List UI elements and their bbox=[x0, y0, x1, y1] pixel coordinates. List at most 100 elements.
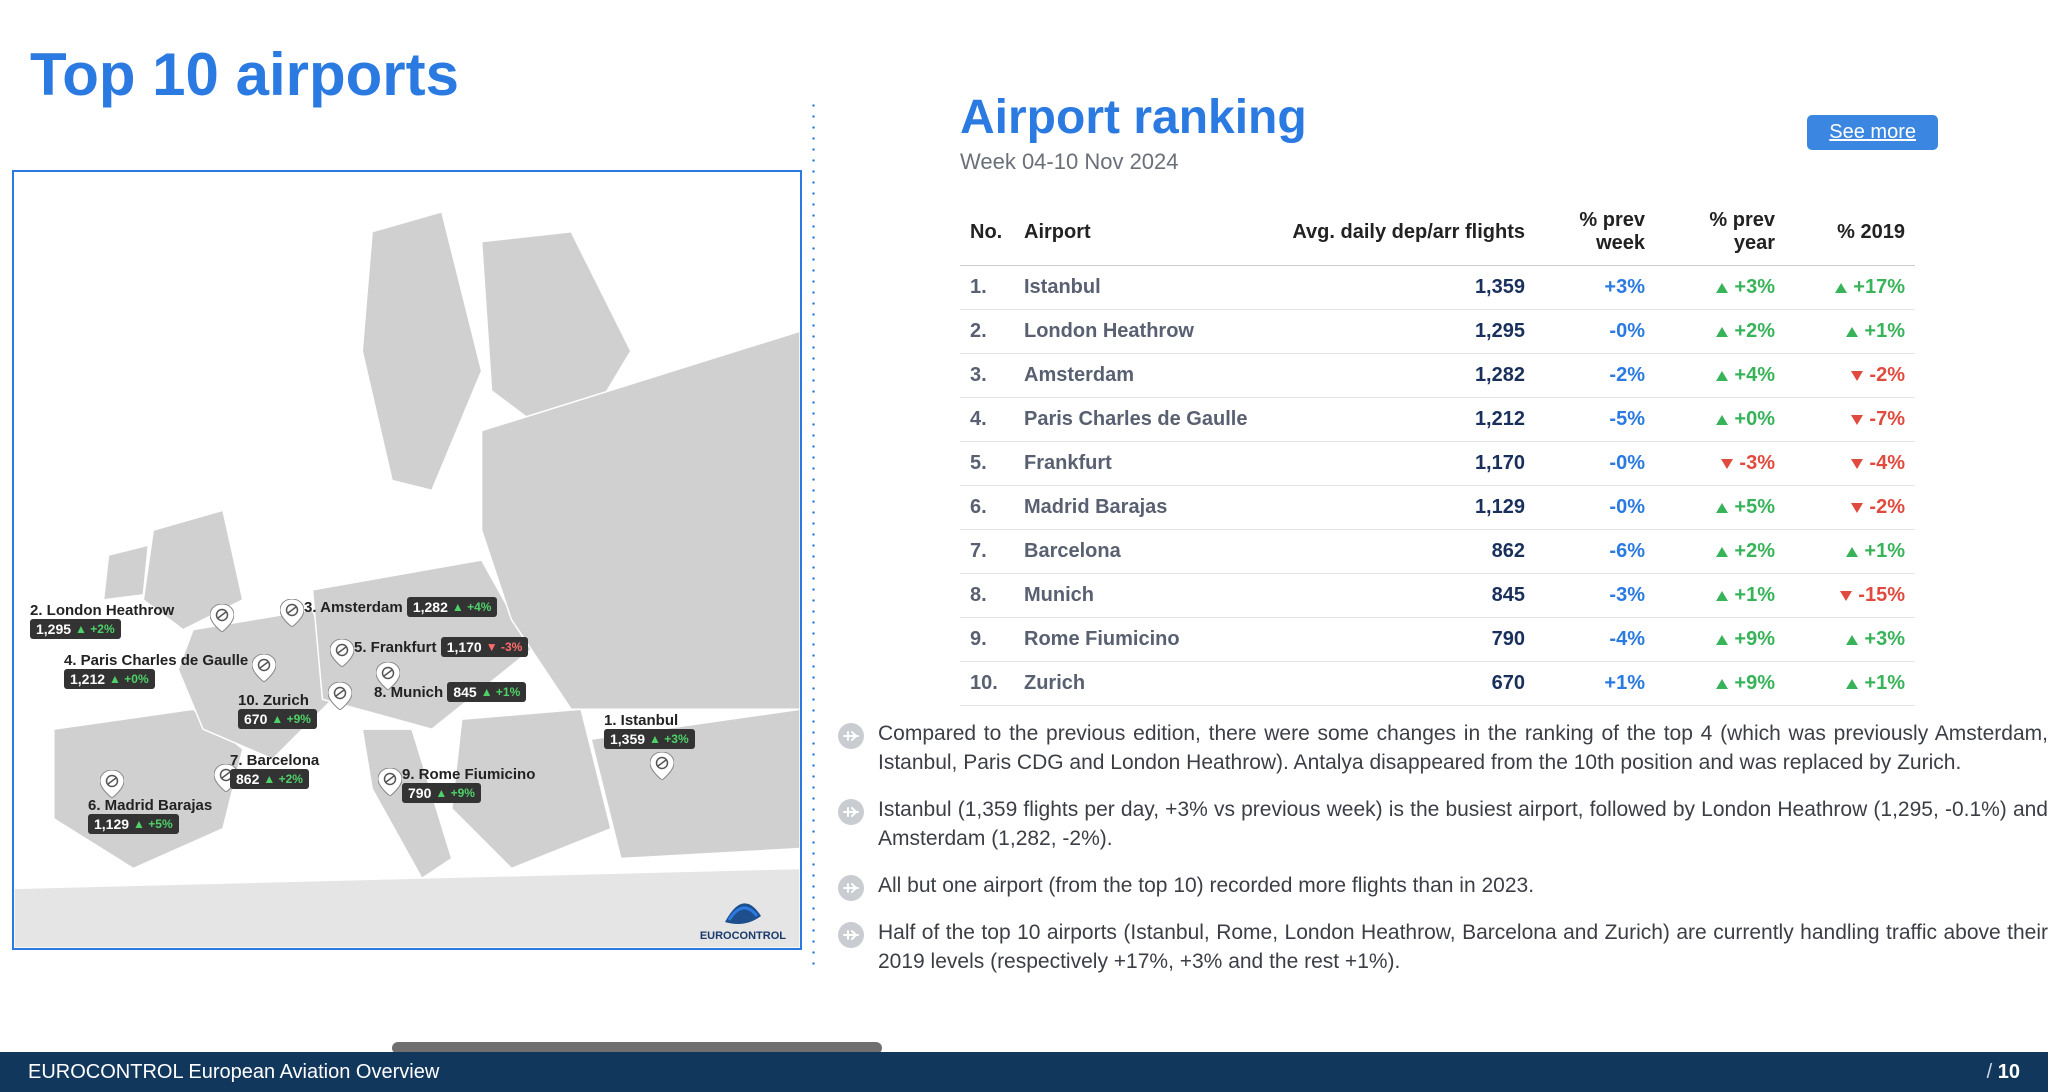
callout-value: 862 ▲ +2% bbox=[230, 769, 309, 789]
airport-pin-icon bbox=[210, 604, 234, 632]
cell-airport: London Heathrow bbox=[1014, 310, 1270, 354]
cell-prev-year: +9% bbox=[1655, 662, 1785, 706]
cell-2019: +17% bbox=[1785, 266, 1915, 310]
bullet-list: Compared to the previous edition, there … bbox=[838, 720, 2048, 995]
cell-flights: 845 bbox=[1270, 574, 1535, 618]
table-row: 4.Paris Charles de Gaulle1,212-5%+0%-7% bbox=[960, 398, 1915, 442]
table-row: 2.London Heathrow1,295-0%+2%+1% bbox=[960, 310, 1915, 354]
table-row: 9.Rome Fiumicino790-4%+9%+3% bbox=[960, 618, 1915, 662]
map-callout: 6. Madrid Barajas1,129 ▲ +5% bbox=[88, 797, 212, 834]
cell-prev-year: +9% bbox=[1655, 618, 1785, 662]
col-prev-week: % prev week bbox=[1535, 203, 1655, 266]
map-callout: 9. Rome Fiumicino790 ▲ +9% bbox=[402, 766, 535, 803]
callout-value: 1,359 ▲ +3% bbox=[604, 729, 695, 749]
callout-value: 790 ▲ +9% bbox=[402, 783, 481, 803]
cell-no: 10. bbox=[960, 662, 1014, 706]
cell-2019: +1% bbox=[1785, 310, 1915, 354]
col-2019: % 2019 bbox=[1785, 203, 1915, 266]
europe-map: 1. Istanbul1,359 ▲ +3% 2. London Heathrow… bbox=[12, 170, 802, 950]
see-more-button[interactable]: See more bbox=[1807, 115, 1938, 150]
cell-prev-year: -3% bbox=[1655, 442, 1785, 486]
callout-label: 1. Istanbul bbox=[604, 712, 695, 729]
ranking-table: No. Airport Avg. daily dep/arr flights %… bbox=[960, 203, 1915, 706]
callout-label: 4. Paris Charles de Gaulle bbox=[64, 652, 248, 669]
callout-value: 1,212 ▲ +0% bbox=[64, 669, 155, 689]
cell-prev-year: +3% bbox=[1655, 266, 1785, 310]
cell-2019: -2% bbox=[1785, 354, 1915, 398]
map-callout: 5. Frankfurt 1,170 ▼ -3% bbox=[354, 637, 528, 657]
airport-pin-icon bbox=[330, 639, 354, 667]
cell-airport: Zurich bbox=[1014, 662, 1270, 706]
airport-pin-icon bbox=[280, 599, 304, 627]
cell-airport: Paris Charles de Gaulle bbox=[1014, 398, 1270, 442]
cell-flights: 670 bbox=[1270, 662, 1535, 706]
callout-value: 1,282 ▲ +4% bbox=[407, 597, 498, 617]
cell-flights: 1,212 bbox=[1270, 398, 1535, 442]
cell-airport: Barcelona bbox=[1014, 530, 1270, 574]
cell-flights: 790 bbox=[1270, 618, 1535, 662]
cell-no: 2. bbox=[960, 310, 1014, 354]
plane-icon bbox=[838, 875, 864, 901]
callout-value: 1,170 ▼ -3% bbox=[441, 637, 529, 657]
callout-value: 1,295 ▲ +2% bbox=[30, 619, 121, 639]
cell-no: 6. bbox=[960, 486, 1014, 530]
callout-value: 845 ▲ +1% bbox=[447, 682, 526, 702]
plane-icon bbox=[838, 723, 864, 749]
airport-pin-icon bbox=[378, 768, 402, 796]
col-prev-year: % prev year bbox=[1655, 203, 1785, 266]
column-divider bbox=[812, 100, 815, 970]
cell-prev-year: +4% bbox=[1655, 354, 1785, 398]
cell-no: 7. bbox=[960, 530, 1014, 574]
table-row: 3.Amsterdam1,282-2%+4%-2% bbox=[960, 354, 1915, 398]
callout-value: 670 ▲ +9% bbox=[238, 709, 317, 729]
cell-flights: 862 bbox=[1270, 530, 1535, 574]
bullet-text: Istanbul (1,359 flights per day, +3% vs … bbox=[878, 796, 2048, 854]
table-row: 8.Munich845-3%+1%-15% bbox=[960, 574, 1915, 618]
map-callout: 2. London Heathrow1,295 ▲ +2% bbox=[30, 602, 174, 639]
ranking-subtitle: Week 04-10 Nov 2024 bbox=[960, 149, 2048, 175]
page-indicator: / 10 bbox=[1987, 1061, 2020, 1084]
col-no: No. bbox=[960, 203, 1014, 266]
bullet-item: Half of the top 10 airports (Istanbul, R… bbox=[838, 919, 2048, 977]
cell-2019: -15% bbox=[1785, 574, 1915, 618]
cell-airport: Munich bbox=[1014, 574, 1270, 618]
bullet-text: Half of the top 10 airports (Istanbul, R… bbox=[878, 919, 2048, 977]
footer-bar: EUROCONTROL European Aviation Overview /… bbox=[0, 1052, 2048, 1092]
bullet-text: Compared to the previous edition, there … bbox=[878, 720, 2048, 778]
cell-airport: Rome Fiumicino bbox=[1014, 618, 1270, 662]
callout-label: 7. Barcelona bbox=[230, 752, 319, 769]
callout-label: 8. Munich bbox=[374, 684, 443, 701]
table-row: 1.Istanbul1,359+3%+3%+17% bbox=[960, 266, 1915, 310]
bullet-item: All but one airport (from the top 10) re… bbox=[838, 872, 2048, 901]
bullet-item: Compared to the previous edition, there … bbox=[838, 720, 2048, 778]
col-flights: Avg. daily dep/arr flights bbox=[1270, 203, 1535, 266]
airport-pin-icon bbox=[252, 654, 276, 682]
callout-label: 3. Amsterdam bbox=[304, 599, 403, 616]
cell-flights: 1,170 bbox=[1270, 442, 1535, 486]
cell-2019: -2% bbox=[1785, 486, 1915, 530]
cell-prev-year: +2% bbox=[1655, 310, 1785, 354]
map-callout: 7. Barcelona862 ▲ +2% bbox=[230, 752, 319, 789]
cell-2019: +3% bbox=[1785, 618, 1915, 662]
table-row: 7.Barcelona862-6%+2%+1% bbox=[960, 530, 1915, 574]
table-row: 10.Zurich670+1%+9%+1% bbox=[960, 662, 1915, 706]
callout-label: 2. London Heathrow bbox=[30, 602, 174, 619]
cell-prev-week: -5% bbox=[1535, 398, 1655, 442]
table-row: 5.Frankfurt1,170-0%-3%-4% bbox=[960, 442, 1915, 486]
callout-label: 6. Madrid Barajas bbox=[88, 797, 212, 814]
airport-pin-icon bbox=[100, 770, 124, 798]
cell-2019: +1% bbox=[1785, 662, 1915, 706]
cell-airport: Amsterdam bbox=[1014, 354, 1270, 398]
cell-prev-week: -0% bbox=[1535, 310, 1655, 354]
cell-prev-year: +5% bbox=[1655, 486, 1785, 530]
cell-prev-week: +1% bbox=[1535, 662, 1655, 706]
bullet-item: Istanbul (1,359 flights per day, +3% vs … bbox=[838, 796, 2048, 854]
eurocontrol-logo: EUROCONTROL bbox=[700, 894, 786, 942]
cell-no: 4. bbox=[960, 398, 1014, 442]
cell-prev-year: +0% bbox=[1655, 398, 1785, 442]
page-title: Top 10 airports bbox=[30, 40, 459, 109]
cell-flights: 1,129 bbox=[1270, 486, 1535, 530]
cell-prev-week: -0% bbox=[1535, 486, 1655, 530]
cell-no: 5. bbox=[960, 442, 1014, 486]
cell-flights: 1,282 bbox=[1270, 354, 1535, 398]
